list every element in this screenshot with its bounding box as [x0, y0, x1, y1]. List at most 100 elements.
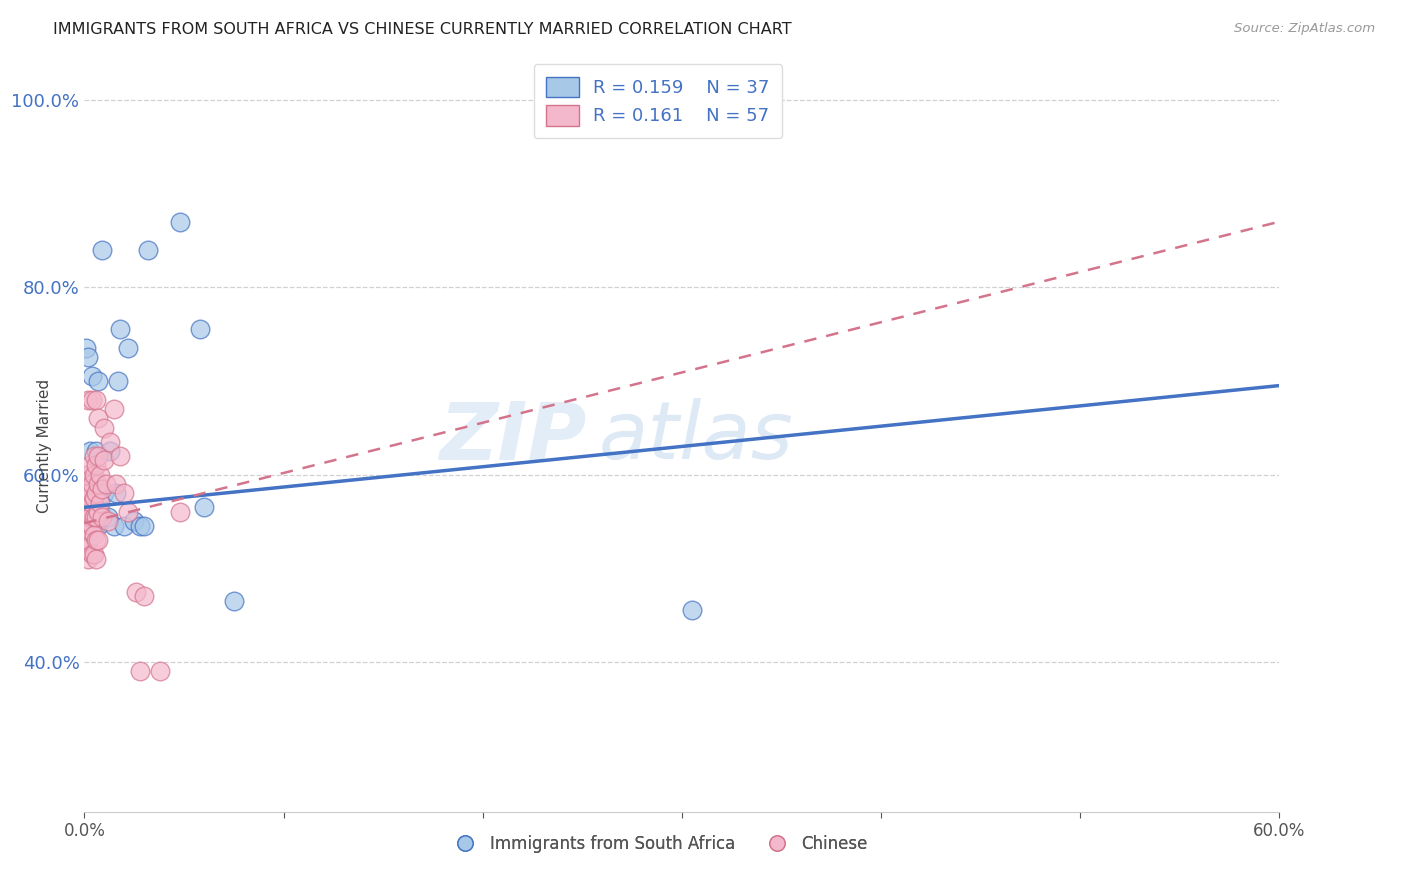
Point — [82, 495, 104, 509]
Point — [93, 453, 115, 467]
Point — [112, 519, 135, 533]
Point — [87, 505, 110, 519]
Point — [105, 476, 128, 491]
Point — [82, 369, 104, 384]
Point — [86, 519, 108, 533]
Point — [122, 514, 145, 528]
Point — [93, 486, 115, 500]
Point — [79, 486, 101, 500]
Point — [112, 486, 135, 500]
Text: Currently Married: Currently Married — [38, 379, 52, 513]
Point — [83, 467, 105, 482]
Point — [87, 411, 110, 425]
Point — [110, 449, 132, 463]
Point — [83, 491, 105, 505]
Point — [97, 514, 120, 528]
Point — [75, 341, 97, 355]
Point — [82, 547, 104, 561]
Point — [98, 434, 121, 449]
Point — [96, 476, 118, 491]
Point — [188, 322, 211, 336]
Point — [83, 500, 105, 515]
Point — [79, 524, 101, 538]
Point — [75, 467, 97, 482]
Point — [79, 519, 101, 533]
Point — [77, 351, 100, 365]
Point — [117, 505, 139, 519]
Point — [89, 505, 111, 519]
Point — [86, 444, 108, 458]
Point — [91, 243, 114, 257]
Point — [129, 519, 152, 533]
Point — [681, 603, 703, 617]
Point — [83, 509, 105, 524]
Point — [79, 509, 101, 524]
Point — [77, 392, 100, 407]
Text: IMMIGRANTS FROM SOUTH AFRICA VS CHINESE CURRENTLY MARRIED CORRELATION CHART: IMMIGRANTS FROM SOUTH AFRICA VS CHINESE … — [53, 22, 792, 37]
Point — [79, 505, 101, 519]
Point — [77, 495, 100, 509]
Point — [77, 476, 100, 491]
Point — [87, 476, 110, 491]
Point — [93, 420, 115, 434]
Point — [89, 467, 111, 482]
Point — [83, 519, 105, 533]
Text: atlas: atlas — [599, 398, 793, 476]
Point — [83, 449, 105, 463]
Point — [82, 509, 104, 524]
Point — [89, 495, 111, 509]
Point — [222, 594, 245, 608]
Point — [79, 444, 101, 458]
Point — [103, 519, 125, 533]
Point — [77, 551, 100, 566]
Point — [82, 476, 104, 491]
Point — [132, 590, 156, 604]
Text: ZIP: ZIP — [439, 398, 586, 476]
Point — [193, 500, 215, 515]
Point — [79, 458, 101, 473]
Point — [82, 519, 104, 533]
Point — [83, 528, 105, 542]
Point — [86, 486, 108, 500]
Point — [77, 467, 100, 482]
Point — [87, 533, 110, 547]
Point — [125, 584, 148, 599]
Point — [105, 486, 128, 500]
Point — [79, 486, 101, 500]
Point — [87, 449, 110, 463]
Point — [75, 500, 97, 515]
Point — [83, 472, 105, 486]
Point — [169, 505, 191, 519]
Text: Source: ZipAtlas.com: Source: ZipAtlas.com — [1234, 22, 1375, 36]
Point — [129, 664, 152, 678]
Point — [86, 533, 108, 547]
Point — [91, 509, 114, 524]
Point — [86, 509, 108, 524]
Point — [82, 392, 104, 407]
Point — [75, 542, 97, 557]
Point — [97, 509, 120, 524]
Point — [86, 392, 108, 407]
Point — [79, 486, 101, 500]
Point — [98, 444, 121, 458]
Point — [149, 664, 172, 678]
Point — [75, 505, 97, 519]
Point — [103, 401, 125, 416]
Point — [77, 514, 100, 528]
Point — [169, 214, 191, 228]
Point — [83, 547, 105, 561]
Point — [75, 524, 97, 538]
Point — [87, 519, 110, 533]
Point — [136, 243, 159, 257]
Point — [110, 322, 132, 336]
Point — [77, 533, 100, 547]
Point — [86, 458, 108, 473]
Point — [87, 374, 110, 388]
Point — [107, 374, 129, 388]
Point — [132, 519, 156, 533]
Point — [117, 341, 139, 355]
Point — [82, 482, 104, 496]
Legend: Immigrants from South Africa, Chinese: Immigrants from South Africa, Chinese — [441, 829, 875, 860]
Point — [91, 482, 114, 496]
Point — [86, 551, 108, 566]
